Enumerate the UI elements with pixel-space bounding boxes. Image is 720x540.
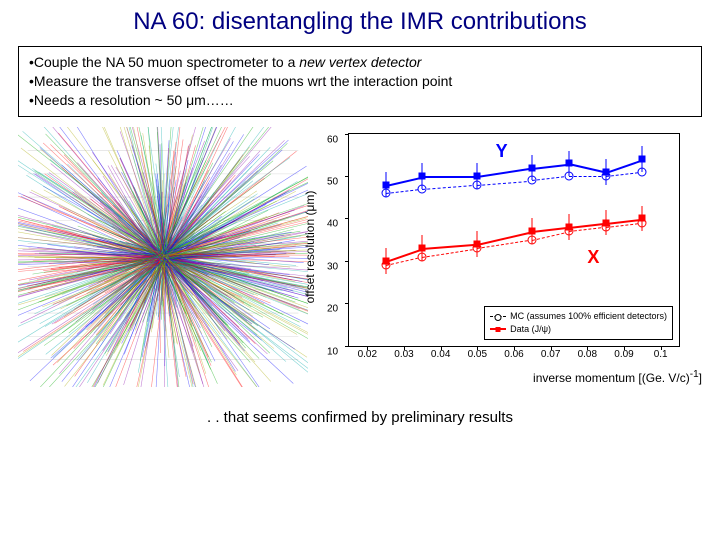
bullet-1-em: new vertex detector xyxy=(299,54,421,70)
footer-text: . . that seems confirmed by preliminary … xyxy=(0,409,720,426)
legend-data: Data (J/ψ) xyxy=(510,323,551,336)
bullet-2: •Measure the transverse offset of the mu… xyxy=(29,72,691,91)
bullet-3: •Needs a resolution ~ 50 μm…… xyxy=(29,91,691,110)
y-axis-label: offset resolution (μm) xyxy=(303,190,317,303)
resolution-chart: offset resolution (μm) MC (assumes 100% … xyxy=(318,127,702,387)
page-title: NA 60: disentangling the IMR contributio… xyxy=(0,0,720,40)
chart-legend: MC (assumes 100% efficient detectors) Da… xyxy=(484,306,673,339)
detector-event-display xyxy=(18,127,308,387)
bullet-box: •Couple the NA 50 muon spectrometer to a… xyxy=(18,46,702,117)
bullet-1-pre: Couple the NA 50 muon spectrometer to a xyxy=(34,54,299,70)
bullet-3-pre: Needs a resolution ~ 50 xyxy=(34,92,186,108)
detector-svg xyxy=(18,127,308,387)
bullet-1: •Couple the NA 50 muon spectrometer to a… xyxy=(29,53,691,72)
bullet-3-unit: μm…… xyxy=(186,92,234,108)
plot-area: MC (assumes 100% efficient detectors) Da… xyxy=(348,133,680,347)
legend-mc: MC (assumes 100% efficient detectors) xyxy=(510,310,667,323)
x-axis-label: inverse momentum [(Ge. V/c)-1] xyxy=(533,369,702,385)
